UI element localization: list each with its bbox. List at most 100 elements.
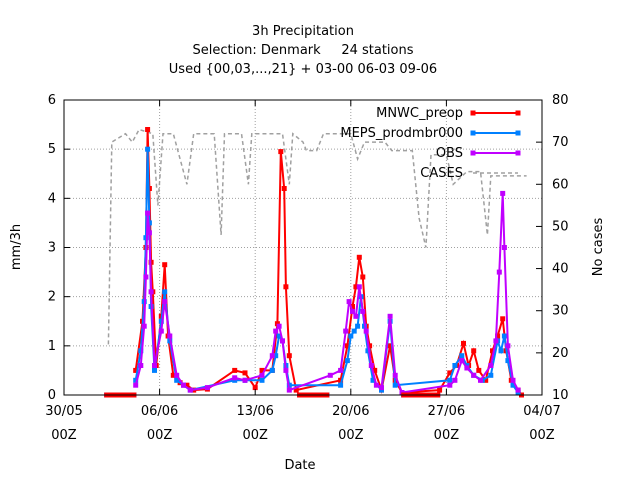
obs-point (152, 363, 157, 368)
obs-point (204, 385, 210, 391)
x-axis-label: Date (284, 458, 315, 473)
obs-point (452, 377, 458, 383)
y-tick-label: 0 (48, 388, 56, 403)
obs-point (162, 299, 168, 305)
mnwc-preop-point (356, 254, 362, 260)
meps-prodmbr000-point (488, 372, 494, 378)
x-tick-label-date: 30/05 (45, 404, 82, 419)
chart-title-line-3: Used {00,03,...,21} + 03-00 06-03 09-06 (169, 62, 437, 77)
obs-point (360, 308, 366, 314)
x-tick-label-date: 06/06 (141, 404, 178, 419)
obs-point (283, 367, 289, 373)
meps-prodmbr000-point (162, 289, 168, 295)
x-tick-label-hour: 00Z (242, 428, 268, 443)
meps-prodmbr000-point (174, 377, 180, 383)
mnwc-preop-point (278, 149, 284, 155)
obs-point (510, 377, 516, 383)
meps-prodmbr000-point (501, 333, 507, 339)
obs-point (269, 353, 275, 359)
obs-point (373, 382, 379, 388)
mnwc-preop-point (232, 367, 238, 373)
obs-point (174, 372, 180, 378)
obs-point (356, 284, 362, 290)
obs-point (232, 375, 238, 381)
meps-prodmbr000-point (392, 382, 398, 388)
x-tick-label-hour: 00Z (529, 428, 555, 443)
obs-point (447, 382, 453, 388)
mnwc-preop-point (162, 262, 168, 268)
meps-prodmbr000-point (370, 377, 376, 383)
obs-point (181, 382, 186, 388)
obs-point (259, 372, 265, 378)
legend-label-meps-prodmbr000: MEPS_prodmbr000 (340, 126, 463, 141)
legend-marker-meps-prodmbr000 (515, 130, 521, 136)
obs-point (488, 363, 494, 368)
obs-point (379, 385, 384, 391)
obs-point (343, 328, 349, 334)
obs-point (167, 333, 173, 339)
meps-prodmbr000-point (365, 348, 371, 354)
obs-point (146, 230, 152, 236)
obs-point (459, 358, 465, 364)
mnwc-preop-point (495, 333, 501, 339)
obs-point (338, 367, 344, 373)
meps-prodmbr000-point (276, 333, 282, 339)
mnwc-preop-point (133, 367, 139, 373)
legend: MNWC_preop MEPS_prodmbr000 OBS CASES (340, 106, 521, 181)
meps-prodmbr000-point (259, 377, 265, 383)
obs-point (138, 363, 144, 368)
obs-point (387, 313, 393, 319)
legend-label-mnwc-preop: MNWC_preop (376, 106, 463, 121)
y2-tick-label: 60 (552, 177, 569, 192)
legend-label-cases: CASES (420, 166, 463, 181)
mnwc-preop-point (286, 353, 292, 359)
mnwc-preop-point (476, 367, 482, 373)
y-tick-label: 6 (48, 93, 56, 108)
mnwc-preop-point (344, 343, 350, 349)
obs-point (145, 210, 151, 216)
meps-prodmbr000-point (133, 377, 139, 383)
obs-point (493, 338, 499, 344)
y-tick-label: 3 (48, 241, 56, 256)
chart-title-line-1: 3h Precipitation (252, 24, 354, 39)
obs-point (471, 372, 477, 378)
legend-marker-mnwc-preop (470, 110, 476, 116)
obs-point (350, 308, 355, 314)
meps-prodmbr000-point (498, 348, 504, 354)
mnwc-preop-point (145, 127, 151, 132)
x-tick-label-date: 27/06 (428, 404, 465, 419)
y2-tick-label: 40 (552, 262, 569, 277)
x-tick-label-hour: 00Z (338, 428, 364, 443)
x-tick-label-date: 20/06 (332, 404, 369, 419)
obs-point (501, 245, 507, 250)
mnwc-preop-point (242, 370, 248, 376)
mnwc-preop-point (338, 377, 344, 383)
legend-marker-obs (515, 150, 521, 156)
mnwc-preop-point (483, 377, 489, 383)
y2-tick-label: 10 (552, 388, 569, 403)
obs-point (133, 382, 139, 388)
y-tick-label: 1 (48, 339, 56, 354)
y2-tick-label: 30 (552, 304, 569, 319)
x-tick-label-date: 13/06 (236, 404, 273, 419)
obs-point (187, 387, 193, 393)
mnwc-preop-point (372, 367, 378, 373)
meps-prodmbr000-point (143, 235, 149, 241)
obs-point (368, 363, 374, 368)
meps-prodmbr000-point (273, 353, 279, 359)
obs-point (143, 274, 149, 280)
obs-point (363, 328, 369, 334)
series-layer (104, 127, 527, 398)
mnwc-preop-point (170, 372, 176, 378)
obs-point (505, 343, 511, 349)
meps-prodmbr000-point (348, 333, 354, 339)
mnwc-preop-point (490, 348, 495, 354)
y-axis-label: mm/3h (9, 224, 24, 270)
meps-prodmbr000-point (145, 146, 151, 152)
y2-tick-label: 80 (552, 93, 569, 108)
cases-line (107, 128, 527, 345)
meps-prodmbr000-point (138, 348, 144, 354)
mnwc-preop-point (350, 304, 355, 309)
x-tick-label-hour: 00Z (434, 428, 460, 443)
